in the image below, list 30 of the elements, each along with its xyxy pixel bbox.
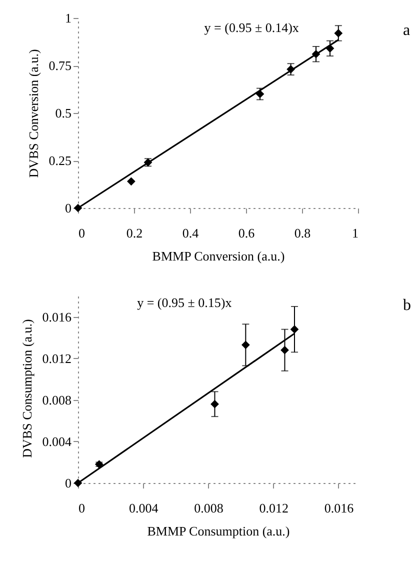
y-tick-label: 0.25 [48, 153, 72, 168]
x-axis-title: BMMP Conversion (a.u.) [152, 248, 285, 264]
x-tick-label: 0.6 [238, 226, 256, 240]
x-tick-label: 0.008 [194, 500, 224, 516]
annotation: y = (0.95 ± 0.15)x [137, 295, 232, 310]
y-tick-label: 0 [65, 476, 72, 490]
y-tick-label: 0.012 [42, 350, 72, 366]
text: b [403, 297, 411, 314]
x-tick-label: 0.8 [294, 226, 311, 240]
annotation: y = (0.95 ± 0.14)x [204, 20, 300, 35]
x-tick-label: 0.016 [324, 500, 354, 516]
y-tick-label: 0.5 [55, 106, 72, 120]
y-tick-label: 1 [65, 10, 72, 26]
y-axis-title: DVBS Conversion (a.u.) [26, 49, 41, 178]
x-tick-label: 0.012 [259, 500, 288, 516]
y-tick-label: 0.004 [42, 434, 72, 449]
x-axis-title: BMMP Consumption (a.u.) [147, 524, 290, 538]
text: a [403, 22, 410, 39]
x-tick-label: 1 [352, 226, 358, 240]
y-axis-title: DVBS Consumption (a.u.) [19, 319, 34, 458]
y-tick-label: 0.008 [42, 392, 72, 408]
x-tick-label: 0.4 [182, 226, 200, 240]
y-tick-label: 0 [65, 200, 72, 216]
x-tick-label: 0.004 [128, 500, 159, 516]
y-tick-label: 0.016 [42, 309, 72, 324]
x-tick-label: 0.2 [126, 226, 143, 240]
point [127, 177, 136, 186]
x-tick-label: 0 [78, 500, 85, 516]
y-tick-label: 0.75 [48, 58, 72, 73]
x-tick-label: 0 [78, 226, 85, 240]
